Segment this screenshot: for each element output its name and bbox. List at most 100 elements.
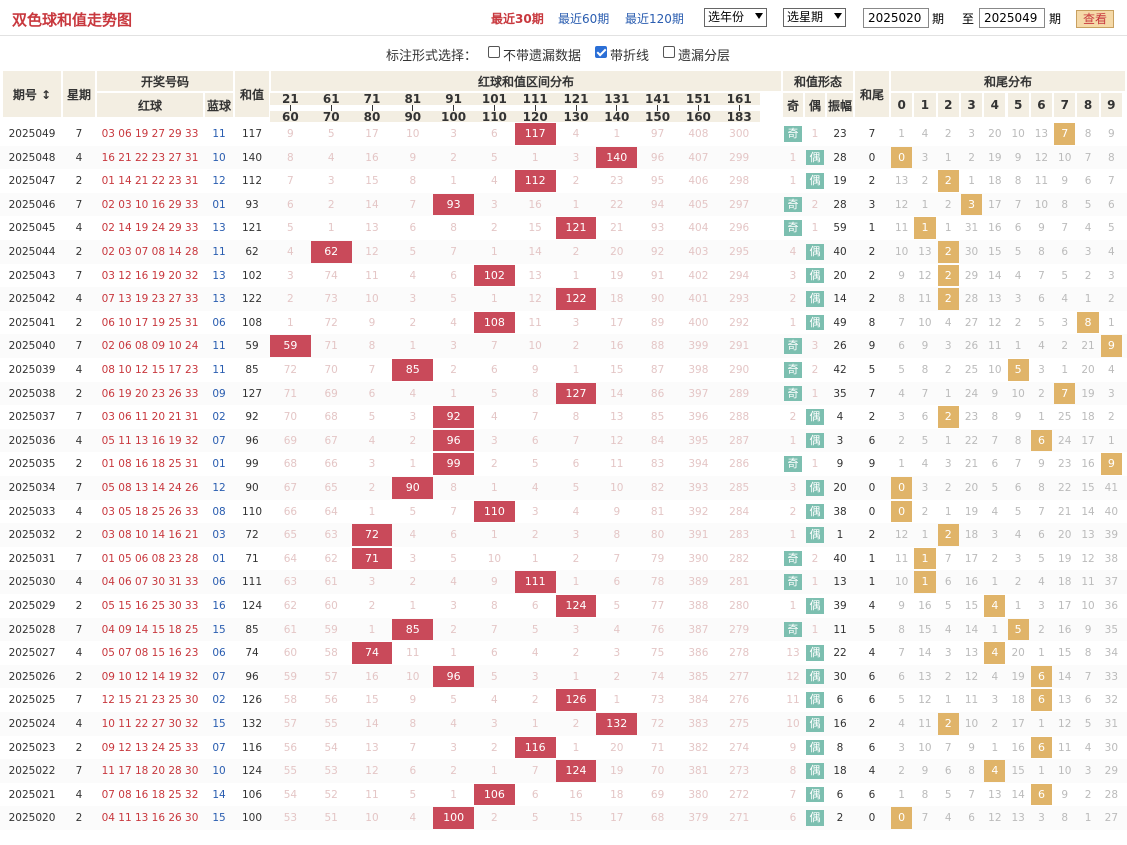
range-miss-cell: 6 (409, 765, 417, 778)
tail-col-3: 3 (959, 92, 984, 118)
recent-120-link[interactable]: 最近120期 (625, 12, 684, 26)
week-select[interactable]: 选星期 (783, 8, 846, 27)
sum-cell: 121 (241, 222, 263, 235)
tail-miss-cell: 13 (988, 788, 1002, 801)
range-miss-cell: 3 (450, 340, 457, 353)
tail-miss-cell: 1 (944, 505, 952, 518)
week-cell: 2 (75, 812, 83, 825)
no-miss-label[interactable]: 不带遗漏数据 (503, 49, 582, 64)
tail-cell: 4 (868, 600, 876, 612)
range-miss-cell: 17 (610, 316, 624, 329)
range-header-0: 21 (270, 93, 311, 106)
week-cell: 7 (75, 623, 83, 636)
week-cell: 2 (75, 741, 83, 754)
week-cell: 7 (75, 694, 83, 707)
range-miss-cell: 6 (450, 529, 457, 542)
range-miss-cell: 66 (324, 458, 338, 471)
range-miss-cell: 5 (368, 411, 376, 424)
tail-miss-cell: 11 (918, 718, 932, 730)
tail-cell: 2 (868, 175, 876, 188)
red-balls-cell: 02 14 19 24 29 33 (101, 222, 199, 235)
week-cell: 7 (75, 128, 83, 140)
tail-hit-cell: 6 (1030, 429, 1053, 452)
range-tick-11 (738, 105, 740, 111)
range-header-9: 141 (637, 93, 678, 106)
odd-miss-cell: 2 (789, 505, 797, 518)
miss-layer-checkbox[interactable] (663, 46, 675, 58)
range-miss-cell: 15 (528, 222, 542, 235)
tail-miss-cell: 6 (944, 576, 952, 589)
week-cell: 7 (75, 411, 83, 424)
tail-miss-cell: 2 (1014, 576, 1022, 589)
even-miss-cell: 2 (811, 364, 819, 376)
tail-col-9: 9 (1099, 92, 1123, 118)
issue-header[interactable]: 期号 ↕ (2, 70, 62, 118)
tail-miss-cell: 2 (991, 552, 999, 565)
even-miss-cell: 1 (811, 387, 819, 400)
tail-miss-cell: 40 (1104, 505, 1119, 518)
tail-cell: 2 (868, 293, 876, 306)
tail-miss-cell: 10 (964, 718, 979, 730)
to-issue-input[interactable]: 2025049 (979, 8, 1045, 28)
range-miss-cell: 4 (409, 387, 417, 400)
range-miss-cell: 58 (283, 694, 298, 707)
query-button[interactable]: 查看 (1076, 10, 1114, 28)
range-miss-cell: 72 (650, 718, 665, 730)
sum-hit-cell: 106 (474, 783, 515, 806)
range-miss-cell: 298 (729, 175, 750, 188)
range-miss-cell: 2 (409, 316, 417, 329)
odd-miss-cell: 3 (789, 482, 797, 494)
range-tick-1 (330, 105, 332, 111)
tail-miss-cell: 4 (921, 128, 929, 140)
range-miss-cell: 72 (324, 316, 338, 329)
range-miss-cell: 55 (283, 765, 298, 778)
no-miss-checkbox[interactable] (488, 46, 500, 58)
range-miss-cell: 68 (650, 812, 665, 825)
range-miss-cell: 396 (688, 411, 709, 424)
tail-hit-cell: 9 (1100, 335, 1122, 357)
tail-miss-cell: 3 (944, 340, 952, 353)
range-miss-cell: 381 (688, 765, 709, 778)
odd-miss-cell: 9 (789, 741, 797, 754)
tail-miss-cell: 37 (1104, 576, 1119, 589)
range-miss-cell: 4 (368, 434, 376, 447)
recent-30-link[interactable]: 最近30期 (491, 12, 544, 26)
range-miss-cell: 9 (409, 151, 417, 164)
range-miss-cell: 2 (491, 741, 498, 754)
polyline-label[interactable]: 带折线 (610, 49, 650, 64)
range-miss-cell: 1 (491, 529, 498, 542)
range-miss-cell: 390 (688, 552, 709, 565)
tail-miss-cell: 12 (1058, 718, 1072, 730)
range-miss-cell: 404 (688, 222, 709, 235)
blue-ball-cell: 01 (212, 552, 226, 565)
from-issue-input[interactable]: 2025020 (863, 8, 929, 28)
polyline-checkbox[interactable] (595, 46, 607, 58)
even-tag: 偶 (806, 314, 824, 331)
week-cell: 7 (75, 552, 83, 565)
range-miss-cell: 293 (729, 293, 750, 306)
range-miss-cell: 383 (688, 718, 709, 730)
recent-60-link[interactable]: 最近60期 (558, 12, 610, 26)
tail-hit-cell: 2 (937, 170, 959, 192)
tail-miss-cell: 2 (921, 175, 929, 188)
tail-miss-cell: 9 (1107, 128, 1115, 140)
tail-miss-cell: 11 (894, 222, 909, 235)
tail-miss-cell: 18 (1081, 411, 1095, 424)
form-header: 和值形态 (782, 70, 854, 92)
range-miss-cell: 8 (613, 529, 621, 542)
tail-miss-cell: 9 (1014, 411, 1022, 424)
issue-cell: 2025039 (8, 364, 56, 376)
tail-miss-cell: 4 (991, 670, 999, 683)
tail-miss-cell: 10 (918, 741, 932, 754)
range-miss-cell: 70 (650, 765, 665, 778)
red-balls-cell: 03 06 11 20 21 31 (101, 411, 199, 424)
miss-layer-label[interactable]: 遗漏分层 (678, 49, 731, 64)
sum-hit-cell: 100 (433, 807, 474, 829)
range-miss-cell: 4 (450, 576, 457, 589)
tail-cell: 1 (868, 222, 876, 235)
year-select[interactable]: 选年份 (704, 8, 767, 27)
range-miss-cell: 1 (613, 694, 621, 707)
even-tag: 偶 (806, 291, 824, 307)
tail-miss-cell: 10 (1058, 765, 1072, 778)
range-miss-cell: 2 (613, 670, 621, 683)
